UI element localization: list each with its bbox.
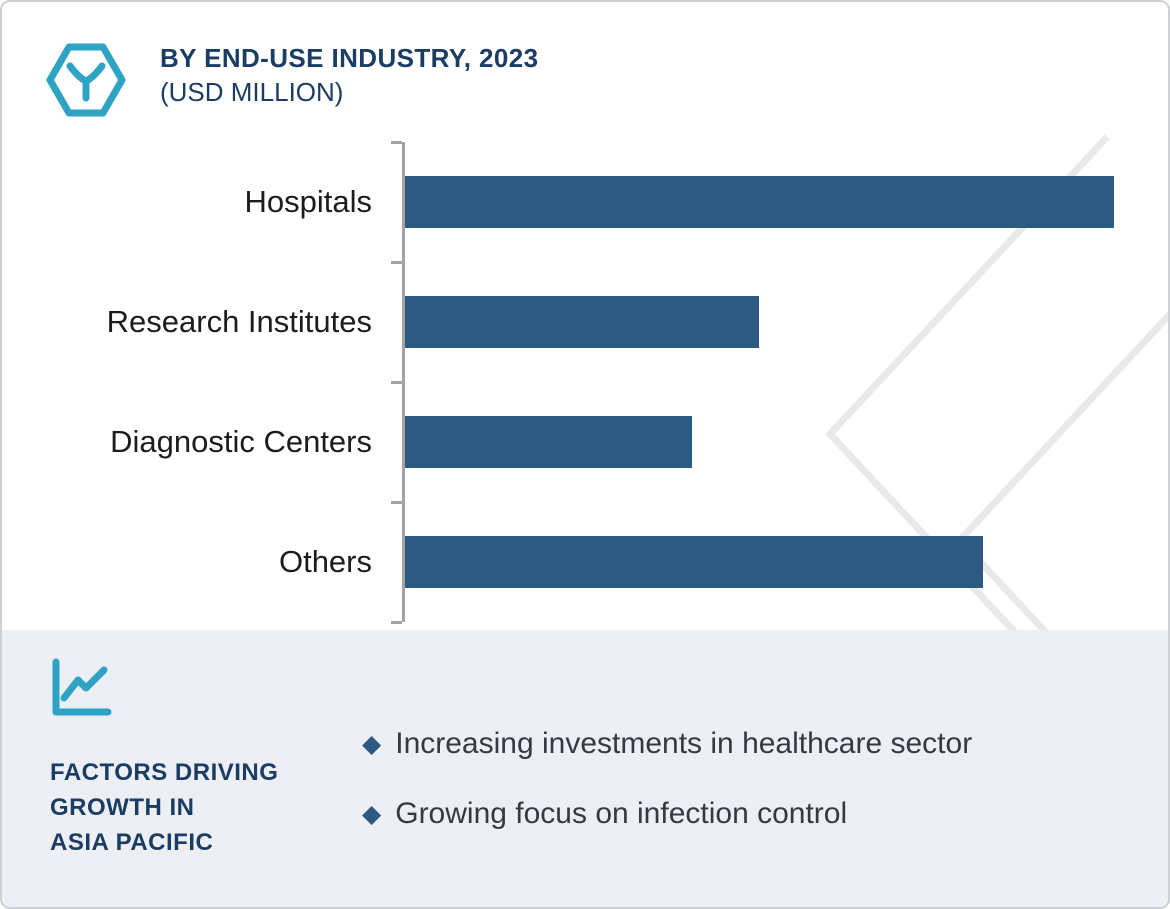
category-label: Hospitals bbox=[244, 184, 373, 219]
category-label: Others bbox=[278, 544, 372, 579]
chart-row: Research Institutes bbox=[2, 260, 1168, 382]
chart-rows: Hospitals Research Institutes Diagnostic C… bbox=[2, 140, 1168, 624]
bar bbox=[405, 536, 983, 588]
bullet-list: ◆ Increasing investments in healthcare se… bbox=[362, 722, 972, 862]
bar-chart: Hospitals Research Institutes Diagnostic C… bbox=[2, 140, 1168, 624]
bar-area bbox=[391, 500, 1142, 624]
bullet-item: ◆ Increasing investments in healthcare se… bbox=[362, 722, 972, 766]
category-label: Diagnostic Centers bbox=[110, 424, 372, 459]
bar-area bbox=[391, 260, 1142, 382]
chart-row: Others bbox=[2, 500, 1168, 624]
chart-row: Hospitals bbox=[2, 140, 1168, 262]
bar bbox=[405, 296, 760, 348]
chart-subtitle: (USD MILLION) bbox=[160, 76, 344, 107]
footer-panel: FACTORS DRIVING GROWTH IN ASIA PACIFIC ◆… bbox=[2, 630, 1168, 907]
hexagon-y-logo-icon bbox=[46, 40, 126, 120]
bullet-text: Growing focus on infection control bbox=[395, 797, 848, 830]
line-chart-icon bbox=[48, 656, 118, 725]
bar-area bbox=[391, 380, 1142, 502]
bullet-item: ◆ Growing focus on infection control bbox=[362, 792, 972, 836]
bullet-text: Increasing investments in healthcare sec… bbox=[395, 727, 973, 760]
title-block: BY END-USE INDUSTRY, 2023 (USD MILLION) bbox=[160, 40, 538, 110]
diamond-bullet-icon: ◆ bbox=[362, 799, 382, 828]
footer-heading: FACTORS DRIVING GROWTH IN ASIA PACIFIC bbox=[50, 759, 279, 856]
chart-title: BY END-USE INDUSTRY, 2023 bbox=[160, 43, 539, 73]
category-label: Research Institutes bbox=[106, 304, 372, 339]
header: BY END-USE INDUSTRY, 2023 (USD MILLION) bbox=[46, 40, 538, 120]
bar bbox=[405, 176, 1114, 228]
bar bbox=[405, 416, 692, 468]
diamond-bullet-icon: ◆ bbox=[362, 729, 382, 758]
chart-row: Diagnostic Centers bbox=[2, 380, 1168, 502]
bar-area bbox=[391, 140, 1142, 262]
